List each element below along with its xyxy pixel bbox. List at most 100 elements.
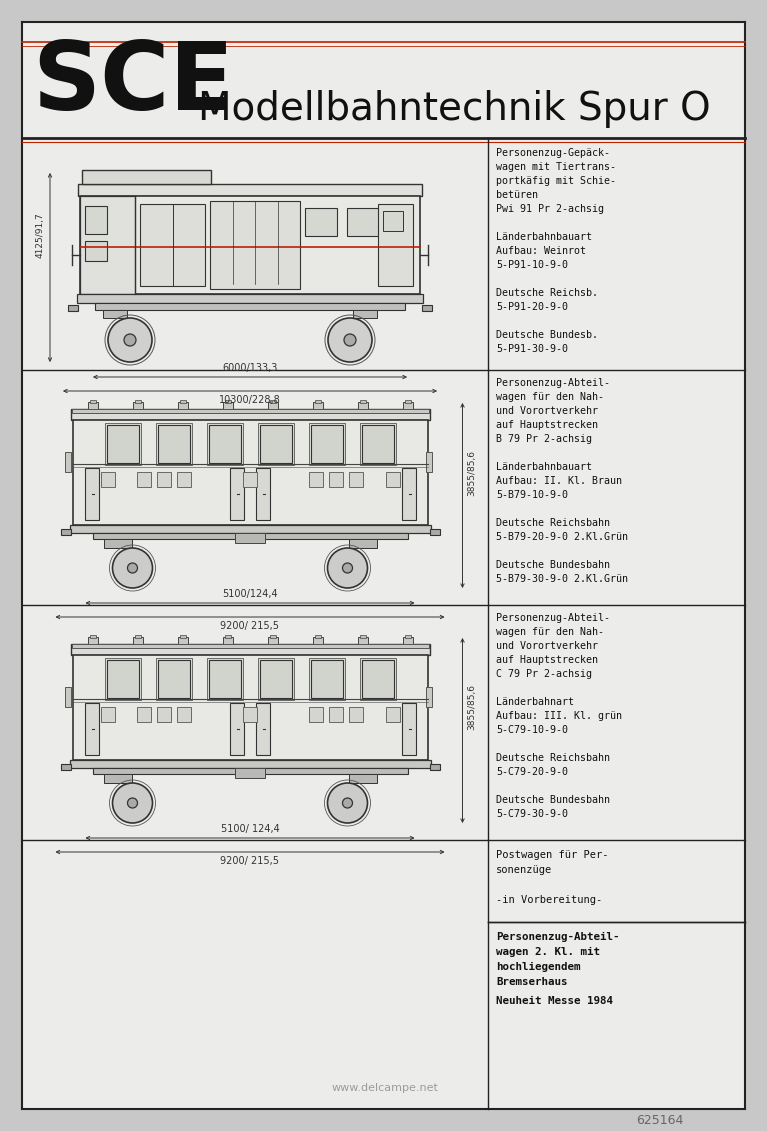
Bar	[353, 310, 377, 318]
Bar	[157, 472, 171, 486]
Bar	[137, 472, 151, 486]
Bar	[71, 409, 429, 413]
Bar	[360, 400, 366, 403]
Bar	[61, 529, 71, 535]
Bar	[348, 774, 377, 783]
Text: wagen mit Tiertrans-: wagen mit Tiertrans-	[496, 162, 616, 172]
Text: 5-P91-20-9-0: 5-P91-20-9-0	[496, 302, 568, 312]
Bar	[177, 637, 187, 645]
Text: Neuheit Messe 1984: Neuheit Messe 1984	[496, 996, 613, 1005]
Bar	[256, 468, 270, 520]
Bar	[349, 472, 363, 486]
Circle shape	[113, 783, 153, 823]
Bar	[259, 425, 291, 463]
Bar	[222, 637, 232, 645]
Bar	[134, 400, 140, 403]
Bar	[357, 637, 367, 645]
Bar	[430, 765, 439, 770]
Bar	[156, 658, 192, 700]
Bar	[157, 661, 189, 698]
Bar	[347, 208, 379, 236]
Text: 5-C79-20-9-0: 5-C79-20-9-0	[496, 767, 568, 777]
Bar	[70, 525, 430, 533]
Circle shape	[328, 318, 372, 362]
Bar	[84, 703, 98, 756]
Text: Personenzug-Abteil-: Personenzug-Abteil-	[496, 378, 610, 388]
Bar	[64, 687, 71, 707]
Text: wagen 2. Kl. mit: wagen 2. Kl. mit	[496, 947, 600, 957]
Circle shape	[328, 549, 367, 588]
Text: 5100/124,4: 5100/124,4	[222, 589, 278, 599]
Bar	[133, 637, 143, 645]
Text: wagen für den Nah-: wagen für den Nah-	[496, 627, 604, 637]
Text: und Vorortverkehr: und Vorortverkehr	[496, 641, 598, 651]
Bar	[235, 533, 265, 543]
Bar	[256, 703, 270, 756]
Bar	[100, 707, 114, 722]
Bar	[209, 425, 241, 463]
Text: 5-C79-30-9-0: 5-C79-30-9-0	[496, 809, 568, 819]
Text: Bremserhaus: Bremserhaus	[496, 977, 568, 987]
Bar	[73, 655, 427, 760]
Bar	[403, 637, 413, 645]
Bar	[104, 658, 140, 700]
Bar	[422, 305, 432, 311]
Bar	[64, 451, 71, 472]
Bar	[430, 529, 439, 535]
Text: 4125/91,7: 4125/91,7	[36, 213, 45, 258]
Bar	[360, 658, 396, 700]
Bar	[71, 644, 430, 655]
Bar	[329, 707, 343, 722]
Bar	[177, 472, 191, 486]
Bar	[107, 425, 139, 463]
Bar	[137, 707, 151, 722]
Bar	[225, 400, 231, 403]
Bar	[78, 184, 422, 196]
Bar	[80, 196, 135, 294]
Bar	[360, 634, 366, 638]
Text: Personenzug-Abteil-: Personenzug-Abteil-	[496, 932, 620, 942]
Bar	[85, 206, 107, 234]
Bar	[222, 402, 232, 411]
Bar	[312, 637, 322, 645]
Bar	[80, 196, 420, 294]
Bar	[104, 423, 140, 465]
Text: portkäfig mit Schie-: portkäfig mit Schie-	[496, 176, 616, 185]
Bar	[90, 634, 96, 638]
Bar	[308, 423, 344, 465]
Bar	[93, 768, 407, 774]
Text: C 79 Pr 2-achsig: C 79 Pr 2-achsig	[496, 670, 592, 679]
Text: Deutsche Reichsb.: Deutsche Reichsb.	[496, 288, 598, 297]
Text: 5-B79-30-9-0 2.Kl.Grün: 5-B79-30-9-0 2.Kl.Grün	[496, 575, 628, 584]
Bar	[360, 423, 396, 465]
Bar	[84, 468, 98, 520]
Bar	[68, 305, 78, 311]
Text: Personenzug-Abteil-: Personenzug-Abteil-	[496, 613, 610, 623]
Bar	[243, 707, 257, 722]
Text: 3855/85,6: 3855/85,6	[468, 449, 476, 495]
Text: 3855/85,6: 3855/85,6	[468, 684, 476, 731]
Bar	[90, 400, 96, 403]
Bar	[104, 539, 131, 549]
Bar	[403, 402, 413, 411]
Bar	[93, 533, 407, 539]
Bar	[312, 402, 322, 411]
Bar	[268, 637, 278, 645]
Bar	[258, 658, 294, 700]
Text: und Vorortverkehr: und Vorortverkehr	[496, 406, 598, 416]
Bar	[177, 402, 187, 411]
Bar	[104, 774, 131, 783]
Bar	[95, 303, 405, 310]
Bar	[259, 661, 291, 698]
Bar	[404, 400, 410, 403]
Bar	[357, 402, 367, 411]
Text: 5-P91-10-9-0: 5-P91-10-9-0	[496, 260, 568, 270]
Bar	[61, 765, 71, 770]
Bar	[87, 637, 97, 645]
Bar	[361, 661, 393, 698]
Bar	[305, 208, 337, 236]
Bar	[386, 707, 400, 722]
Circle shape	[343, 563, 353, 573]
Bar	[311, 425, 343, 463]
Circle shape	[343, 798, 353, 808]
